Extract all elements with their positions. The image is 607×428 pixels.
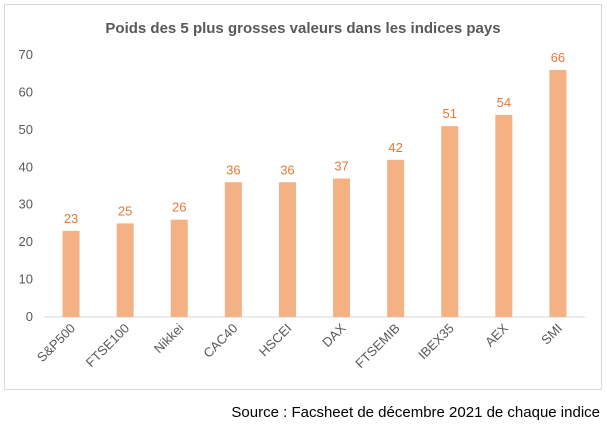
- data-label: 25: [118, 203, 132, 218]
- y-tick-label: 70: [19, 47, 33, 62]
- x-tick-label: SMI: [538, 321, 565, 348]
- chart-title: Poids des 5 plus grosses valeurs dans le…: [105, 20, 500, 37]
- bar: [116, 223, 134, 317]
- bar: [441, 126, 459, 317]
- x-axis: S&P500 FTSE100 Nikkei CAC40 HSCEI DAX FTSEMIB I…: [34, 320, 565, 371]
- bars: [62, 69, 567, 317]
- bar: [495, 114, 513, 317]
- bar: [224, 182, 242, 317]
- x-tick-label: Nikkei: [151, 320, 187, 356]
- data-label: 42: [388, 140, 402, 155]
- source-note: Source : Facsheet de décembre 2021 de ch…: [231, 404, 600, 421]
- x-tick-label: FTSE100: [83, 321, 132, 370]
- bar: [278, 182, 296, 317]
- bar-chart: Poids des 5 plus grosses valeurs dans le…: [19, 20, 585, 371]
- data-label: 36: [280, 162, 294, 177]
- data-label: 23: [64, 211, 78, 226]
- bar: [549, 69, 567, 317]
- x-tick-label: IBEX35: [415, 321, 457, 363]
- data-label: 51: [443, 106, 457, 121]
- x-tick-label: CAC40: [200, 321, 240, 361]
- y-tick-label: 50: [19, 122, 33, 137]
- y-tick-label: 0: [26, 309, 33, 324]
- data-label: 54: [497, 95, 511, 110]
- data-label: 37: [334, 159, 348, 174]
- x-tick-label: S&P500: [34, 321, 78, 365]
- bar: [387, 159, 405, 317]
- data-label: 26: [172, 200, 186, 215]
- y-tick-label: 40: [19, 159, 33, 174]
- x-tick-label: AEX: [482, 320, 511, 349]
- x-tick-label: FTSEMIB: [352, 321, 402, 371]
- bar: [170, 219, 188, 317]
- bar: [62, 230, 80, 317]
- x-tick-label: HSCEI: [256, 321, 295, 360]
- y-tick-label: 60: [19, 84, 33, 99]
- bar: [333, 178, 351, 317]
- y-tick-label: 10: [19, 272, 33, 287]
- y-axis: 0 10 20 30 40 50 60 70: [19, 47, 33, 324]
- x-tick-label: DAX: [319, 320, 349, 350]
- data-labels: 23 25 26 36 36 37 42 51 54 66: [64, 50, 565, 226]
- y-tick-label: 20: [19, 234, 33, 249]
- y-tick-label: 30: [19, 197, 33, 212]
- data-label: 66: [551, 50, 565, 65]
- data-label: 36: [226, 162, 240, 177]
